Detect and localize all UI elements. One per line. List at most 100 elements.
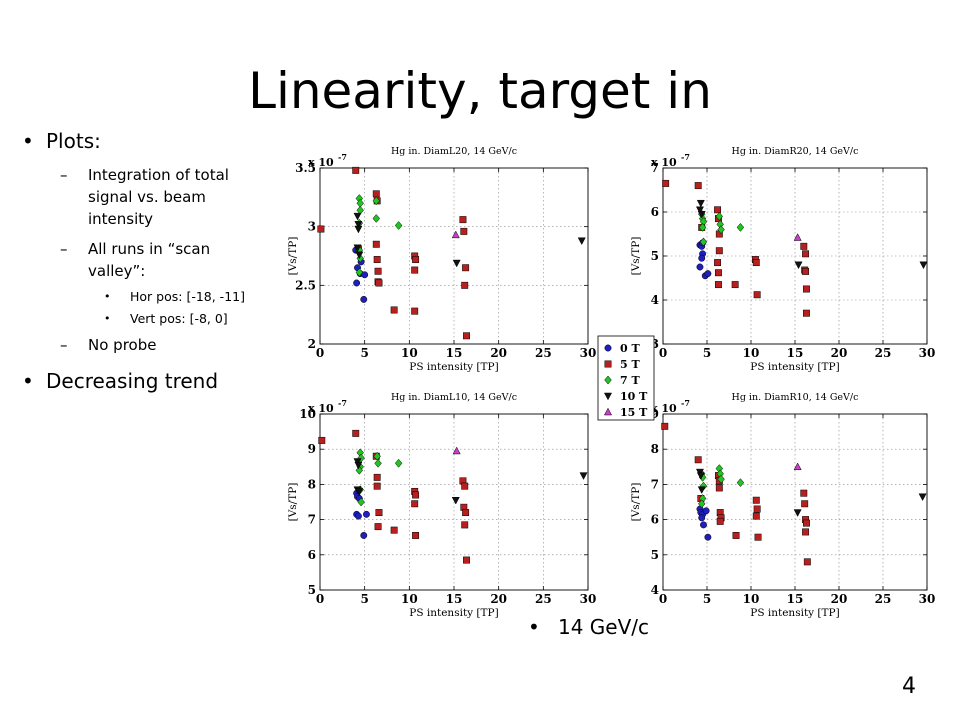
data-point <box>696 472 705 480</box>
data-point <box>390 306 398 314</box>
data-point <box>394 458 403 468</box>
data-point <box>694 182 702 190</box>
legend-label: 15 T <box>620 406 648 419</box>
data-point <box>411 500 419 508</box>
data-point <box>361 271 369 279</box>
data-point <box>736 223 745 232</box>
chart-title: Hg in. DiamR20, 14 GeV/c <box>732 146 859 157</box>
x-tick-label: 25 <box>535 592 552 606</box>
data-point <box>372 214 381 223</box>
data-point <box>318 436 326 444</box>
y-exponent-power: -7 <box>681 398 690 408</box>
series-0t <box>353 489 370 539</box>
plot-frame <box>662 413 928 591</box>
bullet-all-runs: All runs in “scan valley”: <box>22 238 272 282</box>
data-point <box>452 446 461 455</box>
legend-marker <box>603 407 613 416</box>
data-point <box>360 295 368 303</box>
y-axis-label: [Vs/TP] <box>630 483 642 522</box>
bullet-trend: Decreasing trend <box>22 368 272 394</box>
y-tick-label: 5 <box>651 548 659 562</box>
series-15t <box>793 462 802 471</box>
data-point <box>801 500 809 508</box>
data-point <box>704 533 712 541</box>
data-point <box>752 496 760 504</box>
data-point <box>802 309 810 317</box>
chart-panel-2: 0 5 10 15 20 25 30 3 4 5 6 7 Hg in. DiamR20, 14 GeV/… <box>630 146 935 373</box>
chart-title: Hg in. DiamR10, 14 GeV/c <box>732 392 859 403</box>
data-point <box>451 230 460 239</box>
data-point <box>704 270 712 278</box>
data-point <box>753 291 761 299</box>
y-tick-label: 6 <box>651 205 659 219</box>
bullet-list: Plots: Integration of total signal vs. b… <box>22 128 272 394</box>
data-point <box>357 497 365 507</box>
data-point <box>375 509 383 517</box>
y-tick-label: 6 <box>308 548 316 562</box>
y-tick-label: 4 <box>651 583 659 597</box>
y-tick-label: 7 <box>308 513 316 527</box>
legend-label: 5 T <box>620 358 640 371</box>
x-tick-label: 15 <box>787 346 804 360</box>
y-exponent-label: x 10 <box>308 156 334 169</box>
data-point <box>460 227 468 235</box>
y-tick-label: 5 <box>308 583 316 597</box>
legend-marker <box>604 344 612 352</box>
x-axis-label: PS intensity [TP] <box>409 361 498 373</box>
y-axis-label: [Vs/TP] <box>287 483 299 522</box>
data-point <box>373 473 381 481</box>
x-tick-label: 0 <box>659 592 667 606</box>
plot-frame <box>319 413 589 591</box>
x-tick-label: 25 <box>875 346 892 360</box>
series-10t <box>353 458 588 505</box>
data-point <box>793 509 802 517</box>
x-tick-label: 5 <box>703 346 711 360</box>
data-point <box>694 456 702 464</box>
y-exponent-label: x 10 <box>651 402 677 415</box>
data-point <box>411 266 419 274</box>
x-tick-label: 20 <box>490 592 507 606</box>
x-tick-label: 15 <box>446 346 463 360</box>
chart-title: Hg in. DiamL10, 14 GeV/c <box>391 392 517 403</box>
x-axis-label: PS intensity [TP] <box>750 361 839 373</box>
data-point <box>394 221 403 230</box>
note-momentum: 14 GeV/c <box>528 614 649 640</box>
data-point <box>696 199 705 208</box>
legend-marker <box>604 375 612 385</box>
x-tick-label: 30 <box>580 346 597 360</box>
x-tick-label: 10 <box>743 346 760 360</box>
data-point <box>696 263 704 271</box>
data-point <box>717 225 725 234</box>
data-point <box>918 493 927 502</box>
y-tick-label: 6 <box>651 513 659 527</box>
data-point <box>355 268 364 277</box>
x-tick-label: 30 <box>580 592 597 606</box>
data-point <box>462 264 470 272</box>
data-point <box>731 281 739 289</box>
y-tick-label: 3.5 <box>295 161 316 175</box>
data-point <box>714 269 722 277</box>
data-point <box>354 221 363 229</box>
series-10t <box>695 199 928 270</box>
y-exponent-power: -7 <box>681 152 690 162</box>
chart-panel-1: 0 5 10 15 20 25 30 2 2.5 3 3.5 Hg in. DiamL20, 14 G… <box>287 146 596 373</box>
x-tick-label: 0 <box>316 346 324 360</box>
x-tick-label: 30 <box>919 592 936 606</box>
data-point <box>793 462 802 471</box>
data-point <box>412 256 420 263</box>
y-tick-label: 5 <box>651 249 659 263</box>
series-15t <box>793 233 802 241</box>
y-tick-label: 2.5 <box>295 278 316 292</box>
data-point <box>461 521 469 529</box>
legend-label: 7 T <box>620 374 640 387</box>
data-point <box>374 458 382 468</box>
x-tick-label: 15 <box>787 592 804 606</box>
data-point <box>353 244 362 253</box>
data-point <box>715 247 723 255</box>
data-point <box>800 242 808 250</box>
data-point <box>802 285 810 293</box>
data-point <box>375 279 383 287</box>
x-tick-label: 10 <box>743 592 760 606</box>
